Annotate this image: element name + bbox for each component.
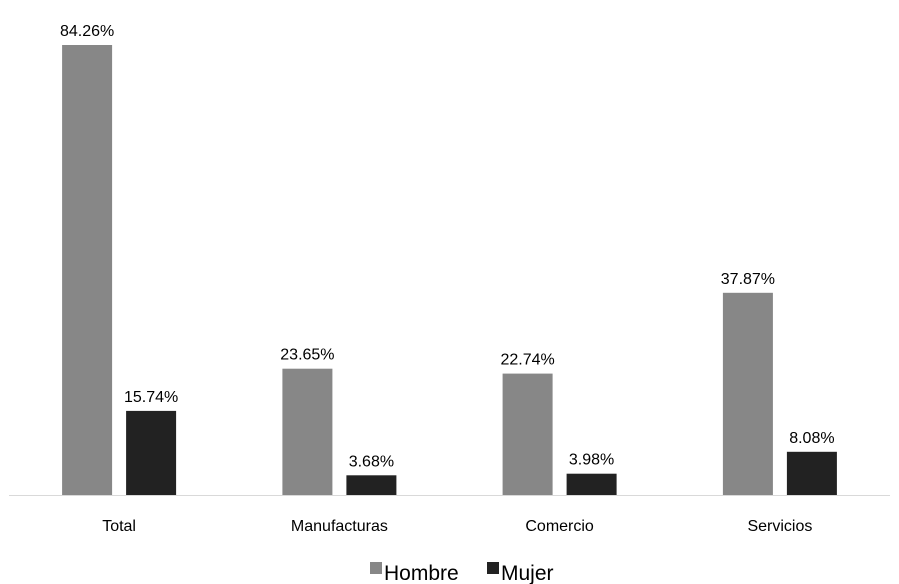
data-label-hombre-servicios: 37.87% [721,271,775,288]
legend-label-hombre: Hombre [384,562,459,584]
category-label-servicios: Servicios [747,518,812,535]
legend-swatch-hombre [370,562,382,574]
bar-mujer-comercio [566,473,617,495]
bar-mujer-servicios [786,451,837,495]
bar-mujer-manufacturas [346,475,397,495]
data-label-hombre-comercio: 22.74% [500,352,554,369]
bar-hombre-total [62,45,113,495]
data-label-mujer-total: 15.74% [124,389,178,406]
bars-layer [62,45,837,495]
category-label-manufacturas: Manufacturas [291,518,388,535]
category-label-total: Total [102,518,136,535]
data-label-mujer-manufacturas: 3.68% [349,453,394,470]
bar-hombre-servicios [722,292,773,495]
data-label-mujer-comercio: 3.98% [569,452,614,469]
bar-mujer-total [126,410,177,495]
legend-swatch-mujer [487,562,499,574]
labels-layer: 84.26% 15.74% Total 23.65% 3.68% Manufacturas… [60,23,835,535]
data-label-hombre-manufacturas: 23.65% [280,347,334,364]
bar-hombre-manufacturas [282,368,333,495]
legend: Hombre Mujer [370,562,554,584]
bar-hombre-comercio [502,373,553,495]
legend-label-mujer: Mujer [501,562,554,584]
data-label-mujer-servicios: 8.08% [789,430,834,447]
category-label-comercio: Comercio [525,518,594,535]
data-label-hombre-total: 84.26% [60,23,114,40]
